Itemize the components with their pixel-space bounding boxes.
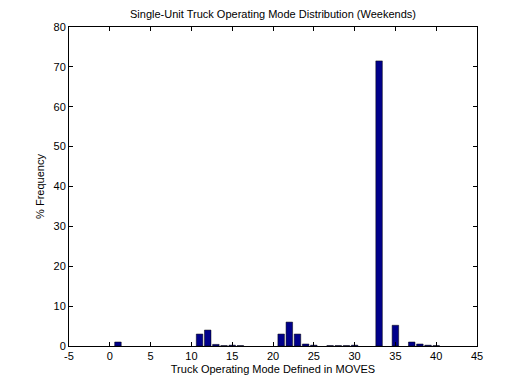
svg-text:80: 80 (54, 21, 66, 33)
svg-text:45: 45 (471, 350, 483, 362)
svg-text:0: 0 (107, 350, 113, 362)
svg-text:20: 20 (267, 350, 279, 362)
svg-text:% Frequency: % Frequency (34, 154, 46, 219)
svg-text:60: 60 (54, 101, 66, 113)
svg-text:70: 70 (54, 61, 66, 73)
svg-text:10: 10 (185, 350, 197, 362)
svg-text:10: 10 (54, 300, 66, 312)
svg-text:Truck Operating Mode Defined i: Truck Operating Mode Defined in MOVES (171, 363, 375, 375)
svg-text:-5: -5 (64, 350, 74, 362)
svg-text:Single-Unit Truck Operating Mo: Single-Unit Truck Operating Mode Distrib… (130, 8, 416, 20)
svg-text:20: 20 (54, 260, 66, 272)
svg-text:40: 40 (54, 180, 66, 192)
svg-text:0: 0 (60, 340, 66, 352)
svg-text:15: 15 (226, 350, 238, 362)
svg-text:50: 50 (54, 140, 66, 152)
svg-text:35: 35 (389, 350, 401, 362)
svg-text:40: 40 (430, 350, 442, 362)
svg-text:30: 30 (54, 220, 66, 232)
svg-text:5: 5 (148, 350, 154, 362)
svg-text:30: 30 (348, 350, 360, 362)
svg-text:25: 25 (308, 350, 320, 362)
